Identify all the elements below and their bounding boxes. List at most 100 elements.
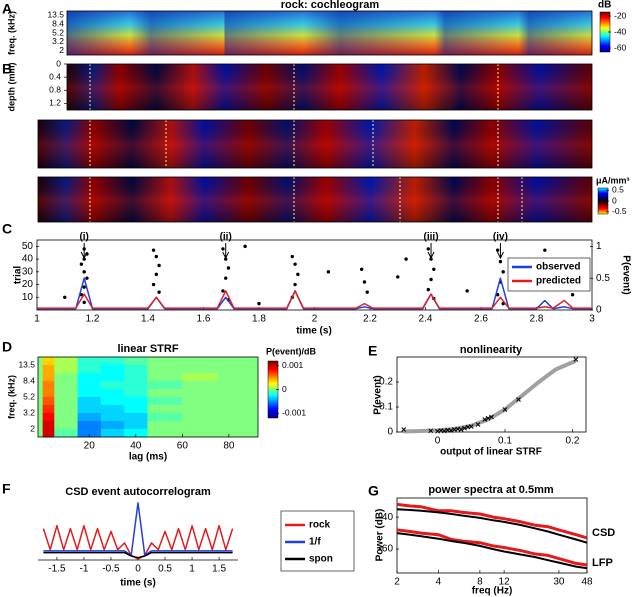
axes-frame <box>37 176 593 223</box>
raster-dot <box>154 272 159 277</box>
raster-dot <box>429 277 433 282</box>
tick-label: 80 <box>223 441 235 452</box>
raster-dot <box>257 301 261 306</box>
series-line <box>396 508 588 544</box>
heatmap-cell <box>54 413 78 422</box>
tick-label: 0.001 <box>282 360 304 370</box>
heatmap-cell <box>100 365 125 374</box>
heatmap-cell <box>54 429 78 438</box>
raster-dot <box>157 290 161 294</box>
point <box>489 414 494 420</box>
tick-label: 3.2 <box>52 36 64 46</box>
raster-dot <box>465 289 469 293</box>
y-label: freq. (kHz) <box>6 11 16 55</box>
raster-dot <box>63 295 67 299</box>
raster-dot <box>157 263 161 268</box>
heatmap-cell <box>77 381 102 390</box>
raster-dot <box>498 259 503 264</box>
heatmap-cell <box>217 365 258 374</box>
heatmap-cell <box>182 397 218 406</box>
heatmap-cell <box>54 373 78 382</box>
y-label: depth (mm) <box>6 63 16 112</box>
panel-label: A <box>2 1 12 17</box>
heatmap-cell <box>42 413 55 422</box>
heatmap-cell <box>100 405 125 414</box>
raster-dot <box>151 282 156 287</box>
heatmap-cell <box>124 429 148 438</box>
panel-label: F <box>2 481 11 497</box>
panel-label: C <box>2 221 12 237</box>
annotation: (iv) <box>493 232 508 243</box>
heatmap-cell <box>124 373 148 382</box>
heatmap-cell <box>54 397 78 406</box>
title: rock: cochleogram <box>281 0 380 11</box>
raster-dot <box>404 257 408 261</box>
heatmap-cell <box>42 389 55 398</box>
tick-label: 0 <box>387 427 393 438</box>
heatmap-cell <box>182 389 218 398</box>
raster-dot <box>82 300 86 305</box>
raster-dot <box>326 270 331 274</box>
heatmap-cell <box>54 365 78 374</box>
point <box>462 425 467 431</box>
tick-label: 0.1 <box>498 436 512 447</box>
cochleogram-image <box>67 11 592 55</box>
heatmap-cell <box>217 429 258 438</box>
tick-label: 0.5 <box>612 184 624 194</box>
heatmap-cell <box>42 373 55 382</box>
title: power spectra at 0.5mm <box>428 484 554 496</box>
heatmap-cell <box>42 357 55 366</box>
tick-label: 30 <box>22 266 34 277</box>
panel-label: G <box>368 483 379 499</box>
heatmap-cell <box>182 405 218 414</box>
heatmap-cell <box>217 405 258 414</box>
heatmap-cell <box>182 381 218 390</box>
x-label: freq (Hz) <box>472 586 513 597</box>
annotation: (iii) <box>424 232 439 243</box>
point <box>448 428 454 433</box>
heatmap-cell <box>147 421 183 430</box>
title: nonlinearity <box>460 344 523 356</box>
tick-label: 2 <box>312 314 318 325</box>
tick-label: 0.4 <box>49 71 61 81</box>
raster-dot <box>85 276 89 280</box>
heatmap-cell <box>42 429 55 438</box>
heatmap-cell <box>42 381 55 390</box>
raster-dot <box>226 266 231 270</box>
raster-dot <box>543 248 547 252</box>
tick-label: 1.8 <box>252 314 266 325</box>
axes-frame <box>37 356 259 438</box>
heatmap-cell <box>100 413 125 422</box>
raster-dot <box>426 287 430 292</box>
tick-label: 10 <box>22 292 34 303</box>
tick-label: 0.5 <box>596 273 610 284</box>
annotation: LFP <box>592 557 613 569</box>
heatmap-cell <box>217 421 258 430</box>
raster-dot <box>570 293 575 297</box>
tick-label: 50 <box>22 241 34 252</box>
tick-label: 0 <box>435 436 441 447</box>
colorbar-label: μA/mm³ <box>596 175 630 185</box>
heatmap-cell <box>77 357 102 366</box>
heatmap-cell <box>124 397 148 406</box>
heatmap-cell <box>124 365 148 374</box>
series-line <box>43 551 233 559</box>
raster-dot <box>296 272 300 277</box>
raster-dot <box>82 285 86 289</box>
x-label: time (s) <box>296 326 332 337</box>
raster-dot <box>293 262 297 266</box>
heatmap-cell <box>124 381 148 390</box>
tick-label: 2.2 <box>363 314 377 325</box>
y-label: P(event) <box>373 375 384 414</box>
point <box>573 357 579 362</box>
point <box>482 417 488 422</box>
heatmap-cell <box>147 429 183 438</box>
heatmap-cell <box>77 389 102 398</box>
tick-label: 30 <box>553 577 565 588</box>
tick-label: -0.5 <box>612 206 627 216</box>
heatmap-cell <box>147 357 183 366</box>
tick-label: -1 <box>79 564 88 575</box>
heatmap-cell <box>100 397 125 406</box>
tick-label: 0 <box>135 564 141 575</box>
